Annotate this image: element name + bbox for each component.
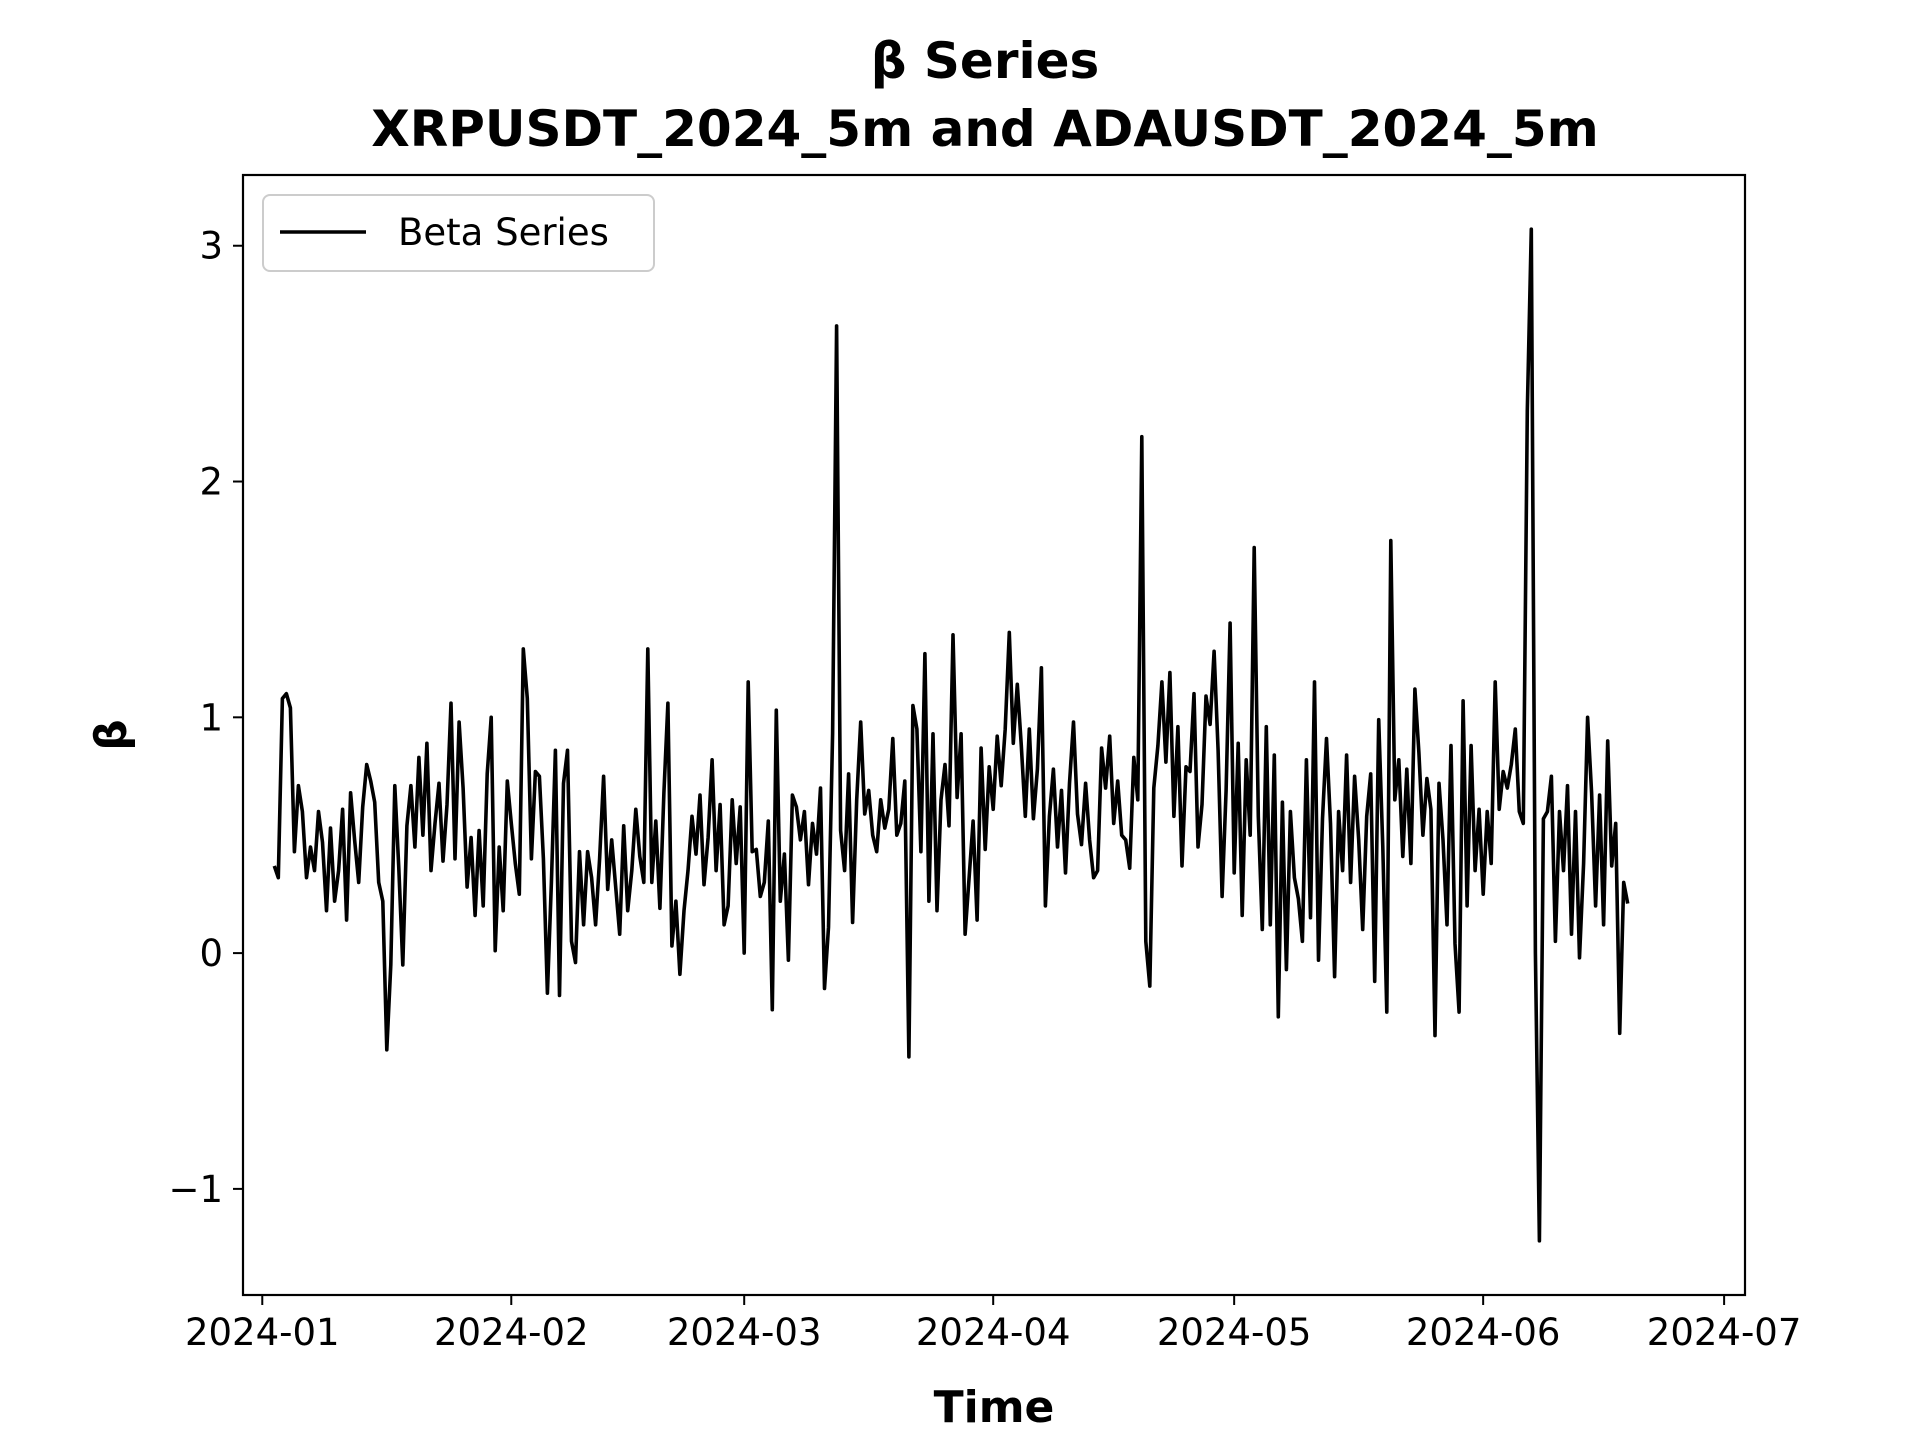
x-tick-label: 2024-05 — [1157, 1311, 1312, 1354]
legend-label: Beta Series — [398, 211, 609, 254]
y-axis-label: β — [86, 719, 137, 751]
legend-box — [262, 194, 655, 272]
x-tick-label: 2024-07 — [1647, 1311, 1802, 1354]
chart-title-line2: XRPUSDT_2024_5m and ADAUSDT_2024_5m — [371, 100, 1599, 158]
y-tick-label: −1 — [168, 1168, 223, 1211]
plot-background — [243, 175, 1745, 1295]
y-tick-label: 0 — [199, 932, 223, 975]
x-tick-label: 2024-03 — [667, 1311, 822, 1354]
x-tick-label: 2024-02 — [434, 1311, 589, 1354]
y-tick-label: 1 — [199, 696, 223, 739]
y-axis: −1 0 1 2 3 — [168, 225, 243, 1211]
x-tick-label: 2024-04 — [916, 1311, 1071, 1354]
x-axis: 2024-01 2024-02 2024-03 2024-04 2024-05 2024-… — [185, 1295, 1801, 1354]
x-tick-label: 2024-01 — [185, 1311, 340, 1354]
y-tick-label: 3 — [199, 225, 223, 268]
chart-title-line1: β Series — [871, 32, 1100, 90]
y-tick-label: 2 — [199, 461, 223, 504]
x-tick-label: 2024-06 — [1406, 1311, 1561, 1354]
legend[interactable]: Beta Series — [262, 194, 655, 272]
plot-area — [241, 173, 1747, 1297]
beta-series-line — [272, 227, 1630, 1243]
x-axis-label: Time — [934, 1382, 1055, 1433]
